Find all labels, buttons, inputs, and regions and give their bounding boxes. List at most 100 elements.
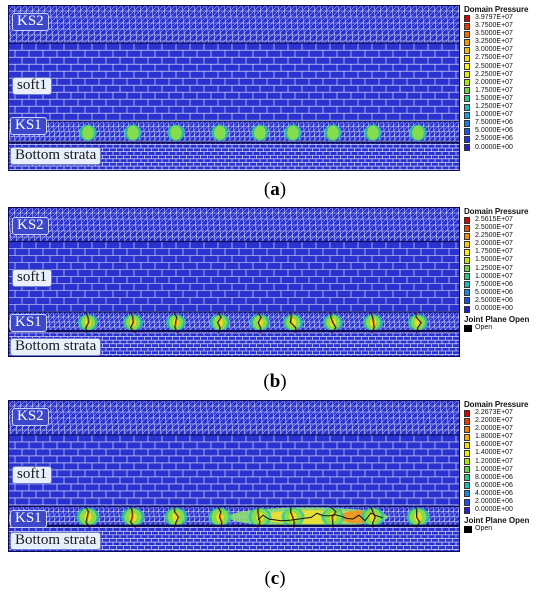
- joint-plane-title: Joint Plane Open: [464, 315, 530, 325]
- fracture-line: [85, 312, 89, 334]
- legend-swatch: [464, 458, 470, 466]
- legend-value: 1.8000E+07: [475, 433, 513, 441]
- fracture-line: [415, 312, 422, 334]
- legend-entry: 1.0000E+07: [464, 111, 548, 119]
- legend-swatch: [464, 433, 470, 441]
- legend-entry: 3.5000E+07: [464, 30, 548, 38]
- layer-label-bottom-strata: Bottom strata: [10, 338, 102, 356]
- fracture-line: [218, 312, 223, 334]
- legend-entry: 5.0000E+06: [464, 127, 548, 135]
- legend-entry: 0.0000E+00: [464, 305, 548, 313]
- legend-rows: 3.9797E+07 3.7500E+07 3.5000E+07 3.2500E+07…: [464, 14, 548, 152]
- legend-entry: 1.6000E+07: [464, 441, 548, 449]
- legend-entry: 1.2000E+07: [464, 458, 548, 466]
- legend-value: 2.0000E+06: [475, 498, 513, 506]
- legend-value: 3.2500E+07: [475, 38, 513, 46]
- legend-swatch: [464, 265, 470, 273]
- legend-entry: 1.8000E+07: [464, 433, 548, 441]
- legend-value: 7.5000E+06: [475, 280, 513, 288]
- legend-value: 1.2000E+07: [475, 457, 513, 465]
- legend-a: Domain Pressure 3.9797E+07 3.7500E+07 3.50…: [464, 5, 548, 152]
- legend-swatch: [464, 22, 470, 30]
- legend-swatch: [464, 144, 470, 151]
- legend-entry: 1.5000E+07: [464, 256, 548, 264]
- legend-value: 2.2500E+07: [475, 232, 513, 240]
- model-frame: [8, 5, 460, 171]
- legend-rows: 2.5615E+07 2.5000E+07 2.2500E+07 2.0000E+07…: [464, 216, 548, 313]
- legend-value: 2.5000E+07: [475, 62, 513, 70]
- panel-b: KS2 soft1 KS1 Bottom strata Domain Press…: [0, 207, 550, 402]
- legend-swatch: [464, 38, 470, 46]
- layer-label-ks1: KS1: [10, 314, 47, 332]
- legend-entry: 2.2673E+07: [464, 409, 548, 417]
- legend-entry: 2.2500E+07: [464, 71, 548, 79]
- legend-value: 3.5000E+07: [475, 30, 513, 38]
- fracture-line: [416, 312, 423, 334]
- legend-swatch: [464, 297, 470, 305]
- legend-entry: 2.5000E+07: [464, 63, 548, 71]
- legend-swatch: [464, 224, 470, 232]
- fracture-line: [371, 507, 377, 528]
- layer-label-ks2: KS2: [12, 217, 49, 235]
- fracture-line: [331, 312, 338, 334]
- panel-c: KS2 soft1 KS1 Bottom strata Domain Press…: [0, 400, 550, 603]
- legend-entry: 3.0000E+07: [464, 46, 548, 54]
- legend-entry: 2.5000E+06: [464, 297, 548, 305]
- legend-swatch: [464, 127, 470, 135]
- fracture-line: [370, 312, 375, 334]
- pressure-spot: [367, 125, 379, 140]
- fracture-line: [173, 507, 179, 528]
- joint-plane-open-entry: Open: [464, 324, 548, 333]
- legend-entry: 7.5000E+06: [464, 119, 548, 127]
- legend-value: 2.2673E+07: [475, 409, 513, 416]
- legend-swatch: [464, 490, 470, 498]
- legend-entry: 2.5000E+06: [464, 135, 548, 143]
- caption-a: (a): [0, 179, 550, 201]
- caption-letter: c: [270, 568, 280, 589]
- legend-value: 1.7500E+07: [475, 248, 513, 256]
- model-frame: [8, 400, 460, 552]
- caption-b: (b): [0, 371, 550, 393]
- legend-swatch: [464, 441, 470, 449]
- pressure-spot: [412, 125, 424, 140]
- legend-entry: 0.0000E+00: [464, 506, 548, 514]
- legend-value: 2.7500E+07: [475, 54, 513, 62]
- layer-label-soft1: soft1: [12, 466, 52, 484]
- legend-title: Domain Pressure: [464, 207, 529, 216]
- fracture-line: [85, 507, 91, 528]
- legend-swatch: [464, 281, 470, 289]
- legend-value: 2.0000E+07: [475, 425, 513, 433]
- pressure-hotspots: [79, 124, 427, 141]
- fracture-line: [331, 507, 338, 528]
- layer-boundaries: [8, 400, 460, 552]
- fracture-line: [86, 312, 90, 334]
- pressure-spot: [287, 125, 299, 140]
- legend-swatch: [464, 95, 470, 103]
- model-frame: [8, 207, 460, 357]
- legend-swatch: [464, 289, 470, 297]
- pressure-spot: [172, 318, 180, 327]
- legend-title: Domain Pressure: [464, 5, 529, 14]
- legend-swatch: [464, 256, 470, 264]
- legend-swatch: [464, 14, 470, 22]
- fracture-line: [173, 312, 179, 334]
- legend-entry: 2.5615E+07: [464, 216, 548, 224]
- fracture-line: [129, 312, 136, 334]
- legend-value: 1.7500E+07: [475, 86, 513, 94]
- fracture-line: [131, 507, 137, 528]
- legend-value: 2.0000E+07: [475, 78, 513, 86]
- fracture-line: [370, 507, 376, 528]
- legend-swatch: [464, 135, 470, 143]
- pressure-spot: [214, 125, 226, 140]
- legend-value: 1.2500E+07: [475, 103, 513, 111]
- layer-label-soft1: soft1: [12, 269, 52, 287]
- legend-entry: 1.4000E+07: [464, 449, 548, 457]
- legend-value: 0.0000E+00: [475, 506, 513, 514]
- caption-letter: a: [270, 179, 280, 200]
- legend-swatch: [464, 498, 470, 506]
- layer-label-ks1: KS1: [10, 510, 47, 528]
- fracture-line: [289, 312, 297, 334]
- legend-swatch: [464, 425, 470, 433]
- legend-value: 1.5000E+07: [475, 256, 513, 264]
- legend-entry: 3.7500E+07: [464, 22, 548, 30]
